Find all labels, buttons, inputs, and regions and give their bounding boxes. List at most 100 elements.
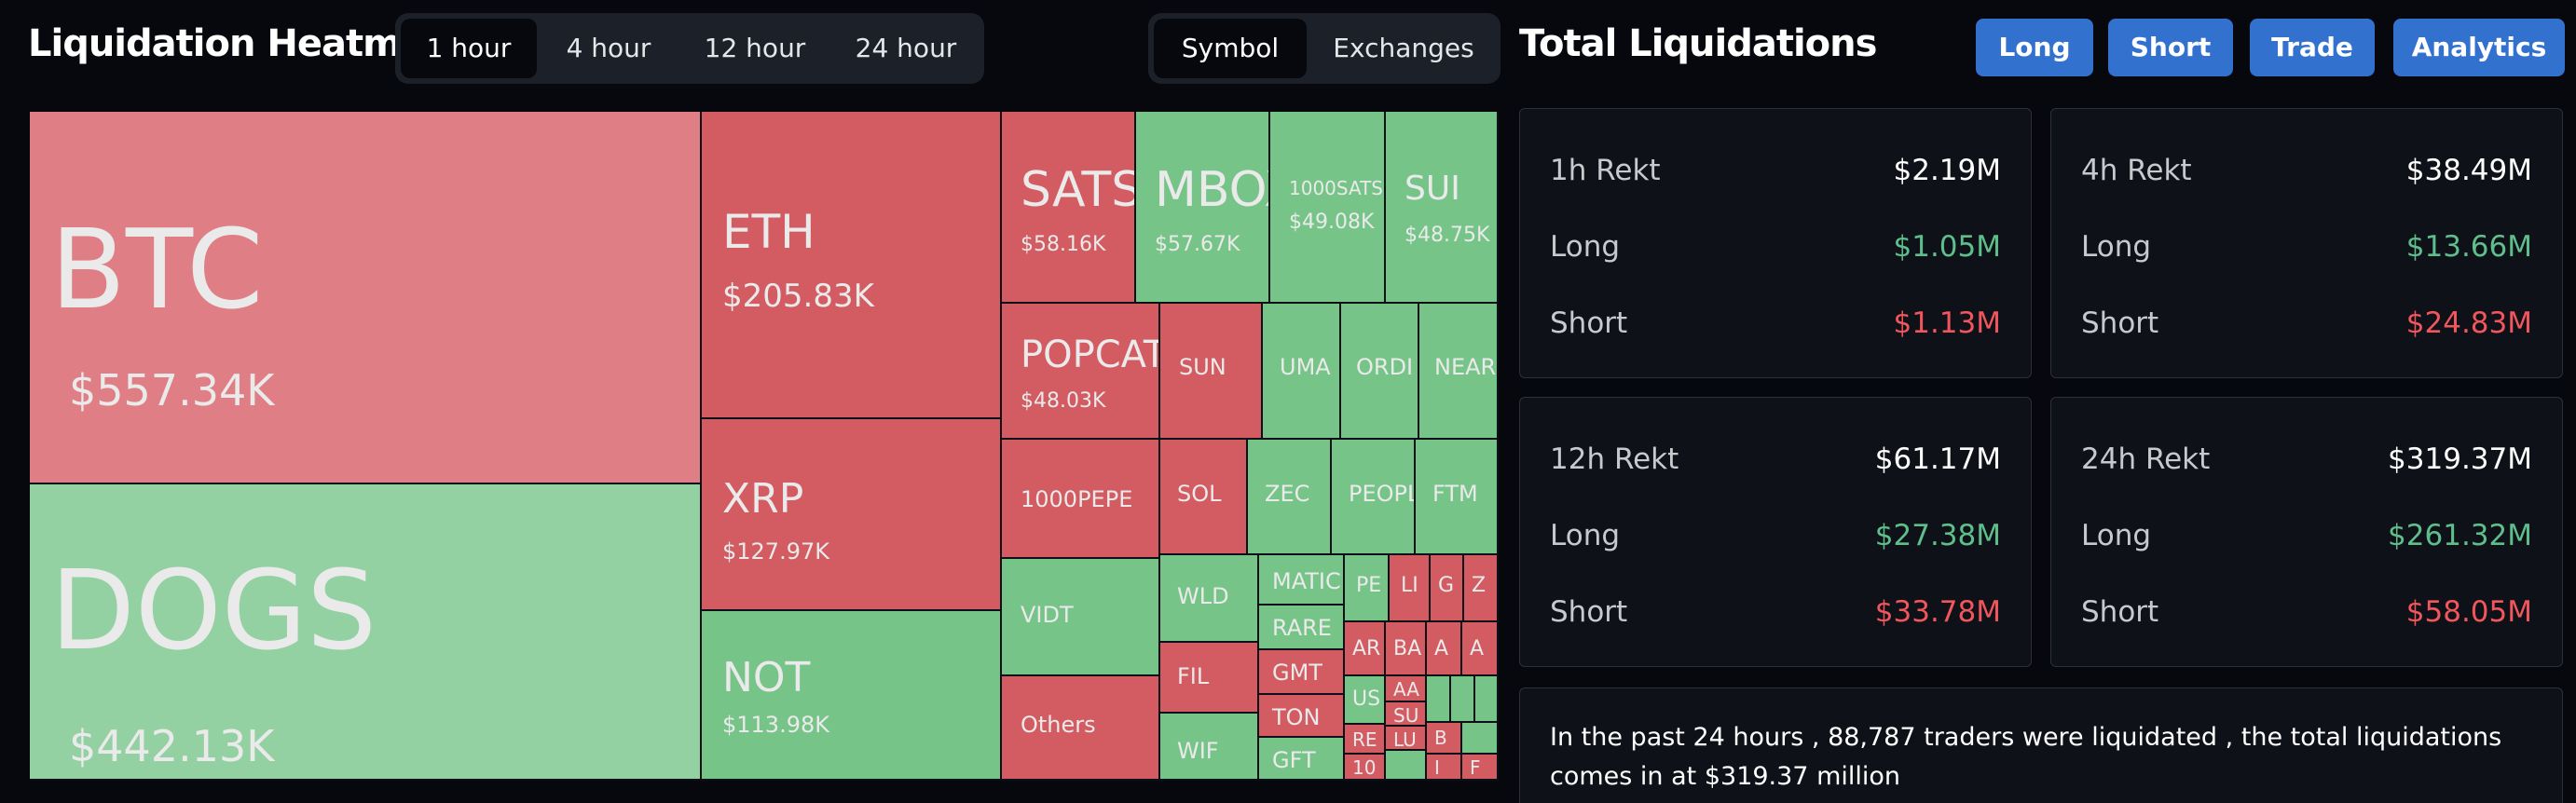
- tile-symbol: WIF: [1177, 738, 1219, 764]
- treemap-tile[interactable]: RARE: [1259, 606, 1345, 650]
- treemap-tile[interactable]: MATIC: [1259, 555, 1345, 606]
- treemap-tile[interactable]: DOGS $442.13K: [30, 484, 702, 781]
- tab-exchanges[interactable]: Exchanges: [1333, 33, 1474, 63]
- long-label: Long: [1550, 519, 1621, 552]
- treemap-tile[interactable]: LI: [1390, 555, 1431, 622]
- tile-symbol: WLD: [1177, 583, 1229, 609]
- treemap-tile[interactable]: Z: [1464, 555, 1499, 622]
- rekt-total-value: $2.19M: [1893, 154, 2002, 187]
- rekt-card-label: 1h Rekt: [1550, 154, 1661, 187]
- treemap-tile[interactable]: B: [1427, 723, 1462, 755]
- rekt-card-label: 12h Rekt: [1550, 442, 1679, 476]
- long-label: Long: [2081, 230, 2152, 264]
- treemap-tile[interactable]: 1000PEPE: [1002, 440, 1160, 559]
- treemap-tile[interactable]: SATS $58.16K: [1002, 112, 1136, 304]
- treemap-tile[interactable]: UMA: [1263, 304, 1341, 440]
- tile-value: $127.97K: [722, 538, 829, 565]
- treemap-tile[interactable]: FTM: [1416, 440, 1499, 555]
- long-button[interactable]: Long: [1976, 19, 2093, 76]
- liquidation-treemap: BTC $557.34K DOGS $442.13K ETH $205.83K XRP $12…: [30, 112, 1499, 781]
- treemap-tile[interactable]: PEOPLE: [1332, 440, 1416, 555]
- tile-symbol: A: [1470, 637, 1485, 660]
- treemap-tile[interactable]: VIDT: [1002, 559, 1160, 676]
- treemap-tile[interactable]: A: [1427, 622, 1462, 676]
- treemap-tile[interactable]: Others: [1002, 676, 1160, 781]
- treemap-tile[interactable]: [1427, 676, 1451, 723]
- rekt-card-24h: 24h Rekt $319.37M Long $261.32M Short $58.0…: [2050, 397, 2563, 667]
- treemap-tile[interactable]: A: [1462, 622, 1499, 676]
- treemap-tile[interactable]: LU: [1386, 727, 1427, 751]
- treemap-tile[interactable]: ORDI: [1341, 304, 1419, 440]
- treemap-tile[interactable]: GMT: [1259, 650, 1345, 695]
- tab-1-hour[interactable]: 1 hour: [401, 19, 537, 78]
- treemap-tile[interactable]: WLD: [1160, 555, 1259, 643]
- tile-symbol: AA: [1393, 678, 1419, 701]
- treemap-tile[interactable]: PE: [1345, 555, 1390, 622]
- treemap-tile[interactable]: 1000SATS $49.08K: [1270, 112, 1386, 304]
- treemap-tile[interactable]: NEAR: [1419, 304, 1499, 440]
- treemap-tile[interactable]: [1451, 676, 1475, 723]
- long-value: $13.66M: [2405, 230, 2532, 264]
- treemap-tile[interactable]: AA: [1386, 676, 1427, 702]
- treemap-tile[interactable]: BTC $557.34K: [30, 112, 702, 484]
- tab-4-hour[interactable]: 4 hour: [566, 33, 651, 63]
- tile-symbol: POPCAT: [1021, 333, 1160, 376]
- tile-symbol: I: [1434, 756, 1440, 779]
- treemap-tile[interactable]: [1475, 676, 1499, 723]
- treemap-tile[interactable]: SU: [1386, 702, 1427, 727]
- long-value: $261.32M: [2388, 519, 2532, 552]
- treemap-tile[interactable]: TON: [1259, 695, 1345, 738]
- long-label: Long: [2081, 519, 2152, 552]
- treemap-tile[interactable]: G: [1431, 555, 1464, 622]
- treemap-tile[interactable]: I: [1427, 755, 1462, 781]
- tile-symbol: GFT: [1272, 747, 1316, 773]
- treemap-tile[interactable]: NOT $113.98K: [702, 611, 1002, 781]
- rekt-card-1h: 1h Rekt $2.19M Long $1.05M Short $1.13M: [1519, 108, 2032, 378]
- tile-symbol: NOT: [722, 654, 811, 701]
- tile-symbol: AR: [1352, 637, 1381, 660]
- short-button[interactable]: Short: [2108, 19, 2233, 76]
- tile-symbol: BA: [1393, 637, 1422, 660]
- treemap-tile[interactable]: MBOX $57.67K: [1136, 112, 1270, 304]
- short-value: $58.05M: [2405, 595, 2532, 629]
- tile-symbol: G: [1438, 574, 1455, 597]
- treemap-tile[interactable]: 10: [1345, 755, 1386, 781]
- treemap-tile[interactable]: WIF: [1160, 714, 1259, 781]
- treemap-tile[interactable]: ZEC: [1248, 440, 1332, 555]
- tab-24-hour[interactable]: 24 hour: [855, 33, 957, 63]
- treemap-tile[interactable]: FIL: [1160, 643, 1259, 714]
- treemap-tile[interactable]: [1462, 723, 1499, 755]
- rekt-card-12h: 12h Rekt $61.17M Long $27.38M Short $33.78M: [1519, 397, 2032, 667]
- treemap-tile[interactable]: F: [1462, 755, 1499, 781]
- tile-symbol: MATIC: [1272, 568, 1341, 594]
- tile-value: $58.16K: [1021, 233, 1106, 256]
- treemap-tile[interactable]: [1386, 751, 1427, 781]
- tile-value: $49.08K: [1289, 211, 1375, 234]
- analytics-button[interactable]: Analytics: [2393, 19, 2565, 76]
- treemap-tile[interactable]: ETH $205.83K: [702, 112, 1002, 419]
- treemap-tile[interactable]: GFT: [1259, 738, 1345, 781]
- treemap-tile[interactable]: SOL: [1160, 440, 1248, 555]
- trade-button[interactable]: Trade: [2250, 19, 2375, 76]
- treemap-tile[interactable]: XRP $127.97K: [702, 419, 1002, 611]
- tile-value: $113.98K: [722, 712, 829, 738]
- tile-value: $557.34K: [69, 365, 275, 415]
- tile-symbol: XRP: [722, 475, 804, 523]
- total-liquidations-title: Total Liquidations: [1519, 22, 1877, 65]
- treemap-tile[interactable]: AR: [1345, 622, 1386, 676]
- treemap-tile[interactable]: BA: [1386, 622, 1427, 676]
- tile-symbol: PE: [1356, 574, 1382, 597]
- heatmap-title: Liquidation Heatmap: [28, 22, 451, 65]
- treemap-tile[interactable]: POPCAT $48.03K: [1002, 304, 1160, 440]
- treemap-tile[interactable]: RE: [1345, 725, 1386, 755]
- treemap-tile[interactable]: SUI $48.75K: [1386, 112, 1499, 304]
- tile-value: $205.83K: [722, 278, 874, 315]
- tab-12-hour[interactable]: 12 hour: [704, 33, 806, 63]
- treemap-tile[interactable]: US: [1345, 676, 1386, 725]
- short-value: $33.78M: [1874, 595, 2001, 629]
- tab-symbol[interactable]: Symbol: [1154, 19, 1307, 78]
- rekt-card-4h: 4h Rekt $38.49M Long $13.66M Short $24.83M: [2050, 108, 2563, 378]
- tile-symbol: SUI: [1404, 170, 1460, 208]
- treemap-tile[interactable]: SUN: [1160, 304, 1263, 440]
- rekt-total-value: $61.17M: [1874, 442, 2001, 476]
